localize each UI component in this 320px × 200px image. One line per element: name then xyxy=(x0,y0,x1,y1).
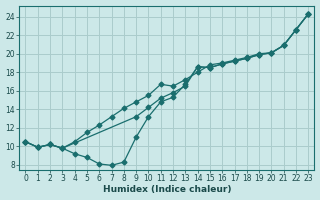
X-axis label: Humidex (Indice chaleur): Humidex (Indice chaleur) xyxy=(103,185,231,194)
